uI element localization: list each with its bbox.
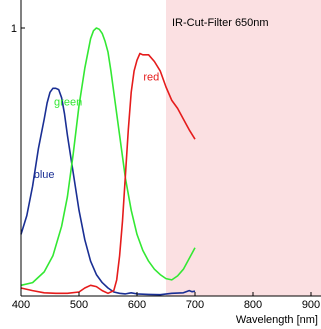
x-tick-label: 400 — [12, 299, 30, 311]
x-tick-label: 600 — [128, 299, 146, 311]
series-label-red: red — [143, 71, 159, 83]
x-tick-label: 500 — [70, 299, 88, 311]
ir-cut-label: IR-Cut-Filter 650nm — [172, 17, 269, 29]
x-tick-label: 900 — [302, 299, 320, 311]
tick-layer: 400 500 600 700 800 900 1 — [11, 23, 320, 311]
x-axis-title: Wavelength [nm] — [236, 314, 318, 326]
series-line-blue — [20, 87, 196, 296]
x-tick-label: 700 — [186, 299, 204, 311]
series-label-green: green — [54, 97, 82, 109]
ir-cut-region — [166, 0, 321, 296]
series-label-blue: blue — [34, 169, 55, 181]
x-tick-label: 800 — [244, 299, 262, 311]
y-tick-label: 1 — [11, 23, 17, 35]
axes-layer — [20, 0, 321, 297]
series-line-green — [20, 27, 196, 287]
